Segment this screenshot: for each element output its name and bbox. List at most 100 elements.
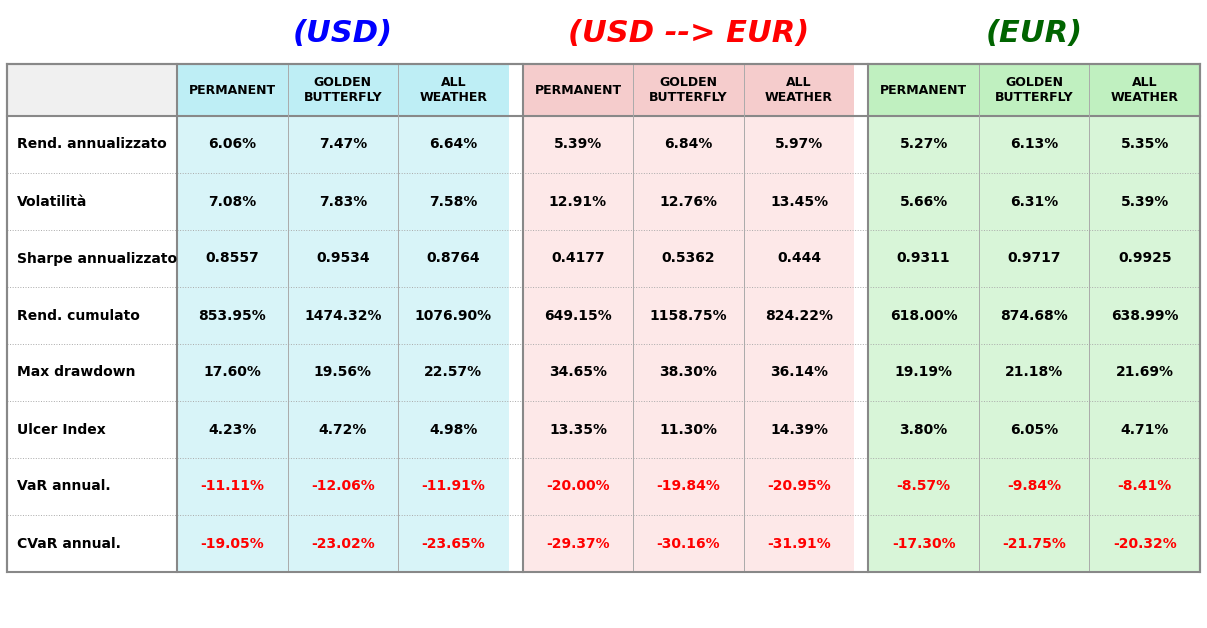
Text: 11.30%: 11.30% [659,423,717,436]
Text: 6.05%: 6.05% [1010,423,1059,436]
Text: ALL
WEATHER: ALL WEATHER [419,76,488,104]
Text: VaR annual.: VaR annual. [17,480,111,494]
Text: Rend. cumulato: Rend. cumulato [17,308,140,323]
Text: 6.64%: 6.64% [430,138,478,151]
Text: -30.16%: -30.16% [657,536,721,551]
Text: -17.30%: -17.30% [892,536,956,551]
Text: 0.9534: 0.9534 [316,251,369,266]
Bar [177,64,508,572]
Text: 5.39%: 5.39% [1120,195,1168,208]
Text: (EUR): (EUR) [986,19,1083,48]
Text: -23.02%: -23.02% [311,536,374,551]
Text: -8.57%: -8.57% [897,480,951,494]
Text: 14.39%: 14.39% [770,423,828,436]
Text: CVaR annual.: CVaR annual. [17,536,121,551]
Text: 7.83%: 7.83% [319,195,367,208]
Text: -9.84%: -9.84% [1007,480,1061,494]
Text: -23.65%: -23.65% [421,536,485,551]
Text: Rend. annualizzato: Rend. annualizzato [17,138,167,151]
Text: 638.99%: 638.99% [1110,308,1178,323]
Bar [868,64,1200,572]
Text: 7.47%: 7.47% [319,138,367,151]
Text: 853.95%: 853.95% [198,308,267,323]
Text: 12.76%: 12.76% [659,195,717,208]
Bar [868,64,1200,116]
Text: 4.71%: 4.71% [1120,423,1168,436]
Text: Max drawdown: Max drawdown [17,365,135,379]
Text: 34.65%: 34.65% [549,365,607,379]
Text: -31.91%: -31.91% [768,536,830,551]
Text: 0.9311: 0.9311 [897,251,950,266]
Text: 6.31%: 6.31% [1010,195,1059,208]
Text: 4.98%: 4.98% [430,423,478,436]
Text: 5.66%: 5.66% [899,195,947,208]
Text: GOLDEN
BUTTERFLY: GOLDEN BUTTERFLY [303,76,383,104]
Text: 649.15%: 649.15% [544,308,612,323]
Text: 6.84%: 6.84% [664,138,712,151]
Text: PERMANENT: PERMANENT [535,84,622,97]
Bar [523,64,855,572]
Text: -12.06%: -12.06% [311,480,374,494]
Text: 13.45%: 13.45% [770,195,828,208]
Bar [7,64,177,116]
Text: -29.37%: -29.37% [546,536,610,551]
Bar [7,64,1200,572]
Text: -19.84%: -19.84% [657,480,721,494]
Text: Ulcer Index: Ulcer Index [17,423,106,436]
Text: 3.80%: 3.80% [899,423,947,436]
Text: 618.00%: 618.00% [890,308,957,323]
Text: 5.97%: 5.97% [775,138,823,151]
Text: 0.8557: 0.8557 [205,251,260,266]
Text: -11.11%: -11.11% [200,480,264,494]
Text: -20.00%: -20.00% [546,480,610,494]
Text: Sharpe annualizzato: Sharpe annualizzato [17,251,177,266]
Text: 22.57%: 22.57% [425,365,483,379]
Text: 21.18%: 21.18% [1005,365,1063,379]
Text: ALL
WEATHER: ALL WEATHER [1110,76,1179,104]
Text: (USD): (USD) [293,19,393,48]
Text: 13.35%: 13.35% [549,423,607,436]
Text: 0.9925: 0.9925 [1118,251,1172,266]
Text: 1158.75%: 1158.75% [649,308,728,323]
Text: 19.56%: 19.56% [314,365,372,379]
Text: 7.58%: 7.58% [430,195,478,208]
Text: 874.68%: 874.68% [1001,308,1068,323]
Text: 4.72%: 4.72% [319,423,367,436]
Text: 1474.32%: 1474.32% [304,308,381,323]
Bar [7,64,177,572]
Text: -20.32%: -20.32% [1113,536,1177,551]
Text: 12.91%: 12.91% [549,195,607,208]
Bar [523,64,855,116]
Text: 38.30%: 38.30% [659,365,717,379]
Text: 19.19%: 19.19% [894,365,952,379]
Bar [177,64,508,116]
Text: 0.444: 0.444 [777,251,821,266]
Text: -20.95%: -20.95% [768,480,830,494]
Text: 0.8764: 0.8764 [426,251,480,266]
Text: 21.69%: 21.69% [1115,365,1173,379]
Text: 5.39%: 5.39% [554,138,602,151]
Text: 7.08%: 7.08% [208,195,256,208]
Text: 0.9717: 0.9717 [1008,251,1061,266]
Text: 0.4177: 0.4177 [552,251,605,266]
Text: PERMANENT: PERMANENT [880,84,967,97]
Text: ALL
WEATHER: ALL WEATHER [765,76,833,104]
Text: 1076.90%: 1076.90% [415,308,492,323]
Text: 824.22%: 824.22% [765,308,833,323]
Text: 4.23%: 4.23% [208,423,256,436]
Text: GOLDEN
BUTTERFLY: GOLDEN BUTTERFLY [649,76,728,104]
Text: 5.27%: 5.27% [899,138,947,151]
Text: -19.05%: -19.05% [200,536,264,551]
Text: GOLDEN
BUTTERFLY: GOLDEN BUTTERFLY [995,76,1073,104]
Text: 36.14%: 36.14% [770,365,828,379]
Text: PERMANENT: PERMANENT [188,84,276,97]
Text: 0.5362: 0.5362 [661,251,716,266]
Text: (USD --> EUR): (USD --> EUR) [567,19,809,48]
Text: Volatilità: Volatilità [17,195,87,208]
Text: -21.75%: -21.75% [1002,536,1066,551]
Text: 17.60%: 17.60% [203,365,261,379]
Text: 5.35%: 5.35% [1120,138,1168,151]
Text: 6.06%: 6.06% [209,138,256,151]
Text: 6.13%: 6.13% [1010,138,1059,151]
Text: -11.91%: -11.91% [421,480,485,494]
